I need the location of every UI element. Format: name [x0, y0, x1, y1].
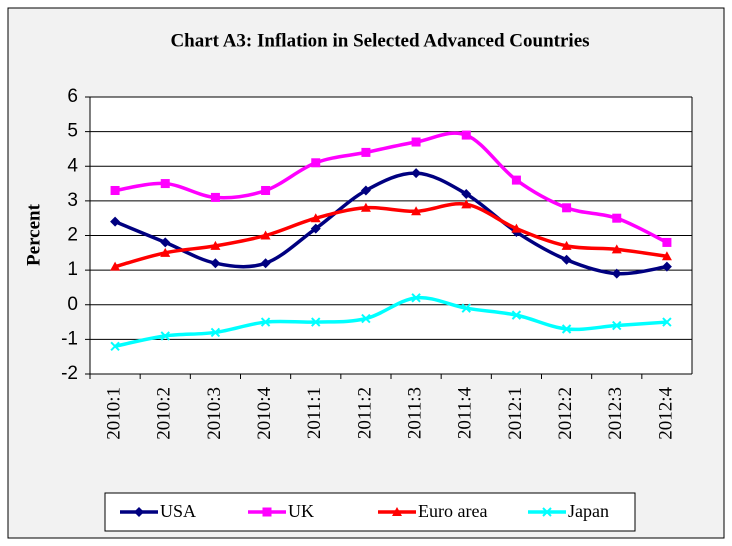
x-tick-label: 2010:3: [204, 387, 225, 440]
x-tick-label: 2012:4: [655, 387, 676, 440]
data-point: [411, 206, 422, 216]
data-point: [260, 258, 271, 269]
data-point: [612, 213, 622, 223]
data-point: [611, 268, 622, 279]
data-point: [210, 240, 221, 250]
data-point: [360, 202, 371, 212]
x-tick-label: 2012:3: [605, 387, 626, 440]
data-point: [210, 258, 221, 269]
legend-label: USA: [160, 501, 196, 521]
data-point: [662, 317, 672, 327]
x-tick-label: 2010:2: [154, 387, 175, 440]
data-point: [461, 303, 471, 313]
data-point: [210, 327, 221, 338]
data-point: [562, 203, 572, 213]
legend-marker: [392, 507, 402, 516]
data-point: [461, 188, 472, 199]
y-tick-label: -2: [61, 363, 78, 384]
y-tick-label: 2: [67, 225, 78, 246]
x-tick-label: 2010:4: [254, 387, 275, 440]
data-point: [411, 293, 421, 303]
data-point: [311, 158, 321, 168]
data-point: [361, 147, 371, 157]
x-tick-label: 2010:1: [103, 387, 124, 440]
data-point: [160, 179, 170, 189]
data-point: [511, 175, 521, 185]
data-point: [110, 341, 120, 352]
data-point: [661, 251, 672, 261]
data-point: [110, 216, 121, 227]
data-point: [260, 317, 271, 327]
data-point: [110, 185, 120, 195]
legend-label: Japan: [568, 501, 609, 521]
data-point: [411, 168, 422, 179]
x-tick-label: 2011:1: [304, 387, 325, 439]
legend-label: UK: [288, 501, 314, 521]
data-point: [511, 310, 522, 320]
data-point: [461, 130, 471, 140]
y-tick-label: 1: [67, 259, 78, 280]
y-tick-label: 0: [67, 294, 78, 315]
series-line: [114, 171, 668, 276]
series-line: [114, 295, 668, 349]
legend-marker: [262, 507, 272, 517]
data-point: [661, 261, 672, 272]
data-point: [160, 247, 171, 257]
data-point: [511, 223, 522, 233]
legend-marker: [542, 507, 552, 517]
x-tick-label: 2011:4: [455, 387, 476, 440]
data-point: [561, 254, 572, 265]
data-point: [611, 244, 622, 254]
data-point: [210, 192, 220, 202]
series-line: [114, 202, 668, 269]
x-tick-label: 2011:3: [404, 387, 425, 439]
data-point: [261, 185, 271, 195]
data-point: [310, 223, 321, 234]
data-point: [411, 137, 421, 147]
y-tick-label: 3: [67, 190, 78, 211]
data-point: [561, 240, 572, 250]
y-tick-label: -1: [61, 328, 78, 349]
legend-marker: [134, 507, 144, 517]
x-tick-label: 2011:2: [354, 387, 375, 439]
data-point: [160, 237, 171, 248]
data-point: [310, 213, 321, 223]
x-tick-label: 2012:1: [505, 387, 526, 440]
legend-label: Euro area: [418, 501, 487, 521]
y-tick-label: 5: [67, 121, 78, 142]
data-point: [110, 261, 121, 271]
data-point: [160, 331, 170, 341]
data-point: [360, 185, 371, 196]
y-axis-label: Percent: [23, 203, 44, 266]
data-point: [662, 237, 672, 247]
data-point: [461, 199, 472, 209]
y-tick-label: 6: [67, 86, 78, 107]
data-point: [361, 313, 371, 324]
data-point: [561, 324, 572, 334]
y-tick-label: 4: [67, 155, 78, 176]
data-point: [612, 320, 622, 331]
data-point: [311, 317, 321, 327]
data-point: [260, 230, 271, 240]
chart-title: Chart A3: Inflation in Selected Advanced…: [170, 30, 589, 51]
x-tick-label: 2012:2: [555, 387, 576, 440]
